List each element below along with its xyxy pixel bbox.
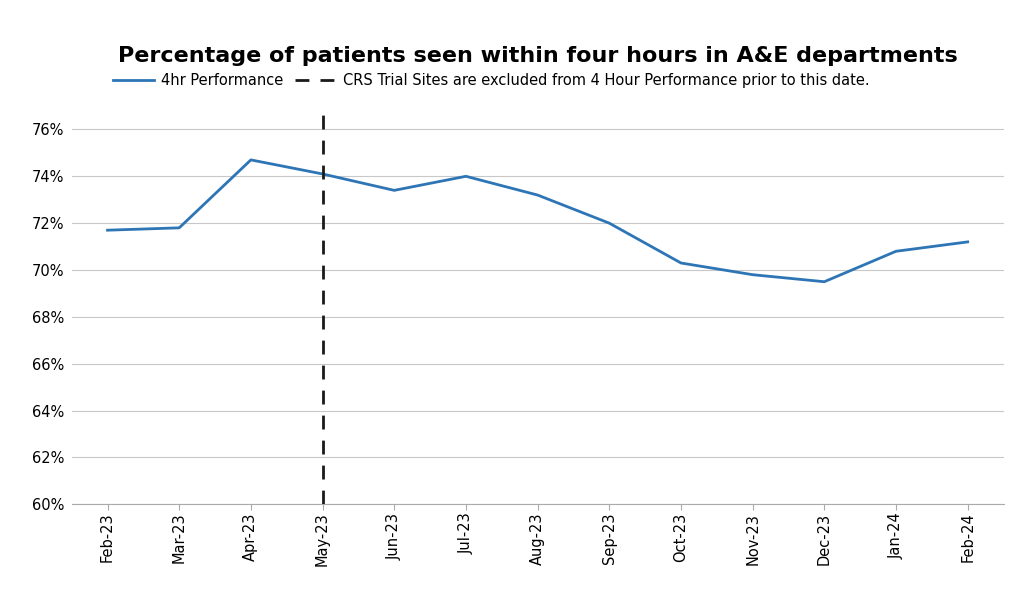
Legend: 4hr Performance, CRS Trial Sites are excluded from 4 Hour Performance prior to t: 4hr Performance, CRS Trial Sites are exc… [106,67,876,93]
Title: Percentage of patients seen within four hours in A&E departments: Percentage of patients seen within four … [118,46,957,66]
